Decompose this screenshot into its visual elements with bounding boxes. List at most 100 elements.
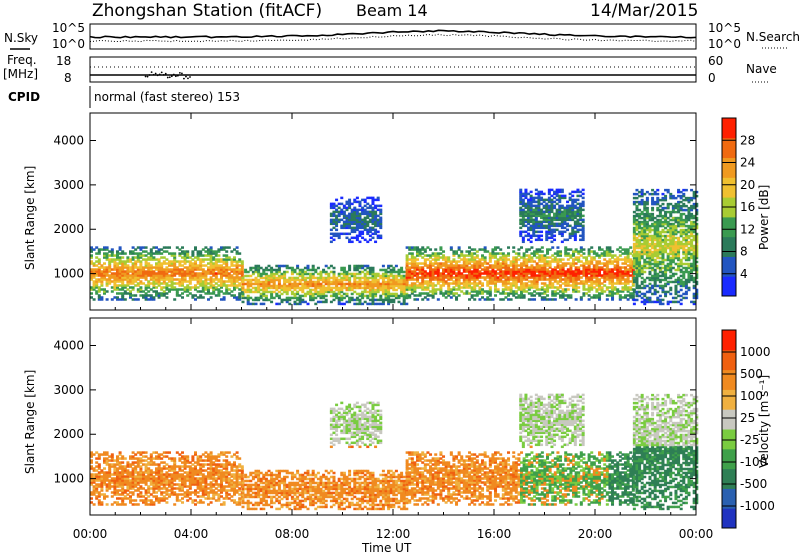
power-cell <box>371 197 374 199</box>
power-cell <box>638 285 641 287</box>
power-cell <box>327 273 330 275</box>
power-cell <box>528 254 531 256</box>
power-cell <box>215 258 218 260</box>
power-cell <box>667 291 670 293</box>
power-cell <box>233 276 236 278</box>
power-cell <box>598 246 601 248</box>
power-cell <box>569 205 572 207</box>
power-cell <box>369 235 372 237</box>
power-cell <box>439 252 442 254</box>
power-cell <box>356 273 359 275</box>
power-cell <box>371 207 374 209</box>
power-cell <box>416 294 419 296</box>
freq-dip-point <box>171 75 173 77</box>
power-cell <box>561 195 564 197</box>
freq-label-line1: Freq. <box>7 53 37 67</box>
power-cell <box>545 199 548 201</box>
power-cell <box>643 285 646 287</box>
power-cell <box>204 246 207 248</box>
power-cell <box>582 262 585 264</box>
power-cell <box>582 193 585 195</box>
power-cell <box>538 248 541 250</box>
power-cell <box>194 260 197 262</box>
power-cell <box>577 256 580 258</box>
power-cell <box>379 217 382 219</box>
power-cell <box>333 287 336 289</box>
power-cell <box>294 301 297 303</box>
power-cell <box>268 269 271 271</box>
power-cell <box>685 209 688 211</box>
power-cell <box>176 266 179 268</box>
noise-right-tick-top: 10^5 <box>708 21 741 35</box>
power-cell <box>186 294 189 296</box>
power-cell <box>364 199 367 201</box>
power-cell <box>348 277 351 279</box>
power-cell <box>582 189 585 191</box>
power-cell <box>322 285 325 287</box>
power-cell <box>540 221 543 223</box>
power-cell <box>685 189 688 191</box>
power-cell <box>223 258 226 260</box>
power-cell <box>569 254 572 256</box>
power-cell <box>690 301 693 303</box>
power-cell <box>667 253 670 255</box>
power-cell <box>210 292 213 294</box>
power-cell <box>608 268 611 270</box>
power-cell <box>674 197 677 199</box>
power-cell <box>682 257 685 259</box>
power-cell <box>576 207 579 209</box>
power-cell <box>641 265 644 267</box>
power-cell <box>504 254 507 256</box>
power-cell <box>348 199 351 201</box>
power-cell <box>330 233 333 235</box>
power-cell <box>580 246 583 248</box>
power-cell <box>648 287 651 289</box>
power-cell <box>481 288 484 290</box>
power-cell <box>233 294 236 296</box>
power-cell <box>126 264 129 266</box>
power-cell <box>260 293 263 295</box>
power-cell <box>207 248 210 250</box>
power-cell <box>687 197 690 199</box>
power-cell <box>385 281 388 283</box>
power-cell <box>558 223 561 225</box>
power-cell <box>247 271 250 273</box>
power-cell <box>173 278 176 280</box>
power-cell <box>168 288 171 290</box>
power-cell <box>212 262 215 264</box>
power-cell <box>207 258 210 260</box>
power-cell <box>540 209 543 211</box>
power-cell <box>512 246 515 248</box>
power-cell <box>416 284 419 286</box>
power-cell <box>571 191 574 193</box>
power-cell <box>238 252 241 254</box>
power-cell <box>171 268 174 270</box>
power-cell <box>672 301 675 303</box>
power-cell <box>387 275 390 277</box>
freq-dip-point <box>157 74 159 76</box>
power-cell <box>129 258 132 260</box>
power-cell <box>426 264 429 266</box>
power-cell <box>567 248 570 250</box>
power-cell <box>577 290 580 292</box>
power-cell <box>582 280 585 282</box>
power-cell <box>181 292 184 294</box>
power-cell <box>230 290 233 292</box>
power-cell <box>601 252 604 254</box>
power-cell <box>98 248 101 250</box>
power-cell <box>242 301 245 303</box>
freq-dip-point <box>181 73 183 75</box>
power-cell <box>314 277 317 279</box>
power-cell <box>532 209 535 211</box>
power-cell <box>361 237 364 239</box>
power-cell <box>400 303 403 305</box>
power-cell <box>486 266 489 268</box>
power-cell <box>476 250 479 252</box>
power-cell <box>687 271 690 273</box>
freq-dip-point <box>149 74 151 76</box>
power-cell <box>361 231 364 233</box>
power-cell <box>522 193 525 195</box>
power-cell <box>528 284 531 286</box>
power-cell <box>476 260 479 262</box>
power-cell <box>635 233 638 235</box>
